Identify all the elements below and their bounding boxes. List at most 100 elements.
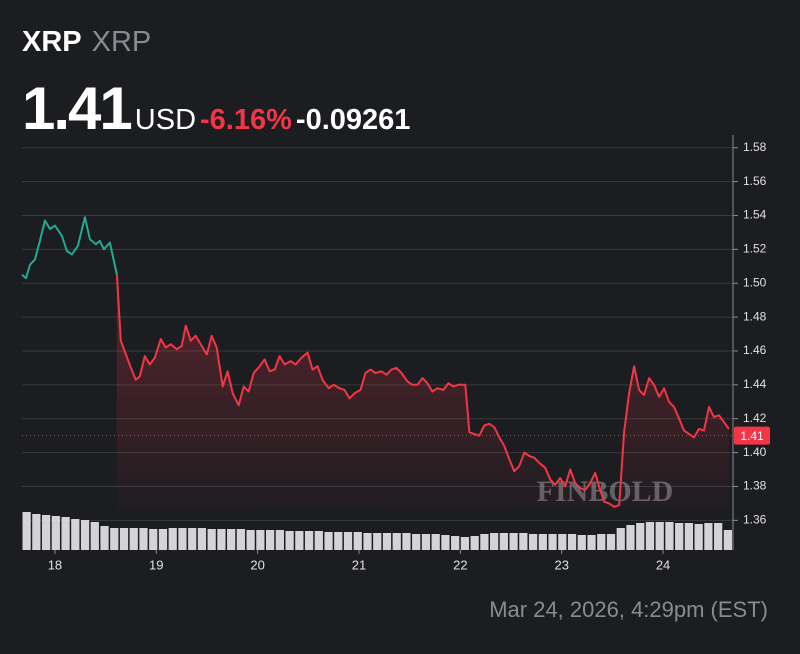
y-tick-label: 1.56 (743, 174, 767, 188)
volume-bar (626, 525, 635, 550)
volume-bar (149, 529, 158, 550)
y-tick-label: 1.54 (743, 208, 767, 222)
volume-bar (304, 531, 314, 550)
change-percent: -6.16% (200, 104, 292, 136)
price-line (115, 274, 730, 508)
volume-bar (616, 528, 625, 550)
x-tick-label: 21 (352, 557, 366, 572)
volume-bar (528, 534, 538, 550)
area (116, 274, 729, 510)
y-tick-label: 1.42 (743, 411, 767, 425)
volume-bar (480, 534, 489, 550)
volume-bar (217, 529, 226, 550)
volume-bar (509, 533, 518, 550)
change: -0.09261 (295, 104, 411, 136)
volume-bar (246, 530, 255, 550)
volume-bar (22, 512, 31, 550)
volume-bar (636, 523, 645, 550)
volume-bar (392, 533, 401, 550)
volume-bar (324, 532, 333, 550)
volume-bar (723, 530, 732, 550)
volume-bar (334, 532, 343, 550)
price-label: 1.41 (740, 429, 764, 443)
volume-bar (236, 529, 246, 550)
volume-bar (587, 535, 596, 550)
volume-bar (110, 528, 119, 550)
y-tick-label: 1.38 (743, 479, 767, 493)
volume-bar (684, 523, 694, 550)
volume-bar (431, 534, 440, 550)
volume-bar (538, 534, 547, 550)
volume-bar (256, 530, 265, 550)
x-tick-label: 18 (48, 557, 62, 572)
volume-bar (129, 528, 138, 550)
volume-bar (665, 522, 674, 550)
volume-bar (606, 534, 616, 550)
volume-bar (295, 531, 304, 550)
volume-bar (227, 529, 236, 550)
volume-bar (577, 535, 586, 550)
volume-bar (704, 523, 713, 550)
volume-bar (558, 534, 567, 550)
volume-bar (32, 514, 41, 550)
volume-bar (675, 523, 684, 550)
volume-bar (285, 531, 294, 550)
volume-bar (197, 528, 207, 550)
y-tick-label: 1.58 (743, 140, 767, 154)
volume-bar (363, 533, 372, 550)
volume-bar (412, 534, 421, 550)
volume-bar (519, 533, 528, 550)
volume-bar (61, 517, 70, 550)
volume-bar (41, 515, 51, 550)
volume-bar (421, 534, 431, 550)
volume-bar (90, 522, 99, 550)
volume-bar (402, 533, 411, 550)
x-tick-label: 19 (149, 557, 163, 572)
symbol: XRP (22, 26, 82, 58)
volume-bar (343, 532, 353, 550)
volume-bar (382, 533, 392, 550)
y-tick-label: 1.48 (743, 309, 767, 323)
header-row: XRP XRP (22, 26, 151, 59)
y-tick-label: 1.46 (743, 343, 767, 357)
volume-bar (655, 522, 664, 550)
currency: USD (134, 104, 197, 136)
volume-bar (548, 534, 557, 550)
volume-bar (168, 528, 177, 550)
y-tick-label: 1.50 (743, 275, 767, 289)
volume-bar (490, 533, 499, 550)
volume-bar (207, 529, 216, 550)
volume-bar (597, 534, 606, 550)
x-tick-label: 23 (554, 557, 568, 572)
volume-bar (188, 528, 197, 550)
timestamp: Mar 24, 2026, 4:29pm (EST) (489, 597, 768, 622)
volume-bar (275, 530, 284, 550)
volume-bar (119, 528, 129, 550)
volume-bar (373, 533, 382, 550)
volume-bar (460, 537, 470, 550)
volume-bar (645, 522, 655, 550)
volume-bar (499, 533, 508, 550)
volume-bar (470, 536, 479, 550)
asset-name: XRP (91, 26, 152, 58)
volume-bar (51, 516, 60, 550)
volume-bar (158, 529, 168, 550)
volume-bar (265, 530, 275, 550)
volume-bar (567, 534, 577, 550)
volume-bar (80, 520, 90, 550)
y-tick-label: 1.44 (743, 377, 767, 391)
volume-bar (314, 531, 323, 550)
x-tick-label: 20 (250, 557, 264, 572)
x-tick-label: 22 (453, 557, 467, 572)
price: 1.41 (22, 75, 133, 142)
volume-bar (71, 519, 80, 550)
volume-bar (451, 536, 460, 550)
y-tick-label: 1.40 (743, 445, 767, 459)
price-row: 1.41 USD -6.16% -0.09261 (22, 74, 410, 143)
volume-bar (353, 532, 362, 550)
volume-bar (178, 528, 187, 550)
y-tick-label: 1.52 (743, 242, 767, 256)
y-tick-label: 1.36 (743, 513, 767, 527)
